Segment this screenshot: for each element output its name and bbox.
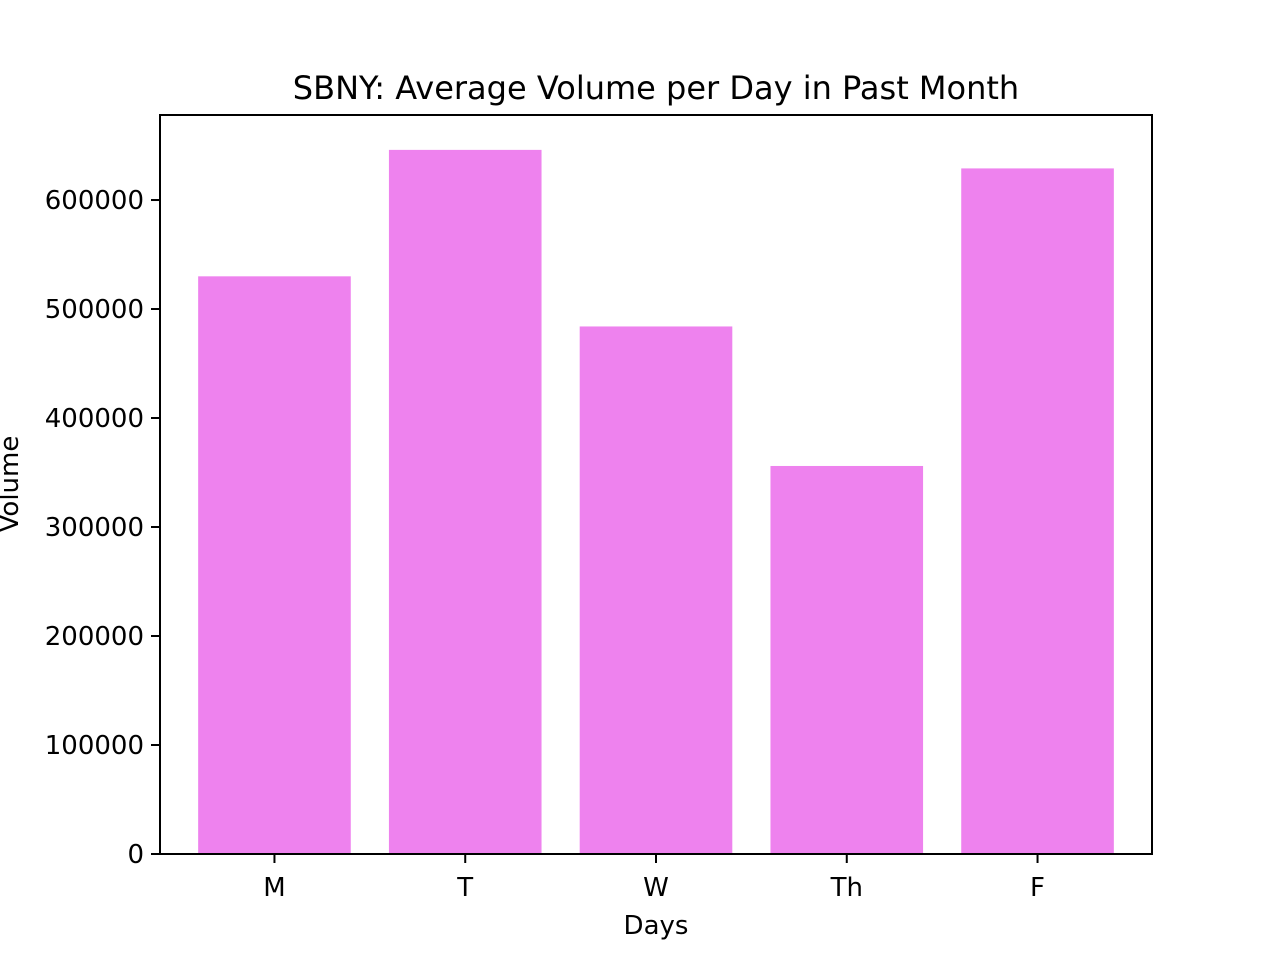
y-axis-ticks: 0 100000 200000 300000 400000 500000 600000: [45, 186, 160, 870]
bar-f: [961, 168, 1114, 854]
x-tick-label: Th: [830, 873, 863, 903]
x-tick-label: M: [263, 873, 285, 903]
y-tick-label: 300000: [45, 513, 144, 543]
plot-frame: [159, 114, 1153, 855]
y-tick-label: 400000: [45, 404, 144, 434]
bar-m: [198, 276, 351, 854]
y-tick-label: 500000: [45, 295, 144, 325]
bars-group: [198, 149, 1114, 855]
bar-th: [770, 465, 924, 854]
x-tick-label: F: [1030, 873, 1045, 903]
bar-t: [388, 149, 542, 855]
x-tick-label: T: [456, 873, 473, 903]
y-tick-label: 200000: [45, 622, 144, 652]
chart-title: SBNY: Average Volume per Day in Past Mon…: [293, 69, 1019, 107]
y-axis-label: Volume: [0, 436, 25, 533]
y-tick-label: 100000: [45, 731, 144, 761]
x-axis-ticks: M T W Th F: [263, 854, 1045, 903]
x-axis-label: Days: [624, 911, 689, 941]
bar-w: [579, 326, 733, 854]
y-tick-label: 0: [127, 840, 144, 870]
y-tick-label: 600000: [45, 186, 144, 216]
x-tick-label: W: [643, 873, 669, 903]
